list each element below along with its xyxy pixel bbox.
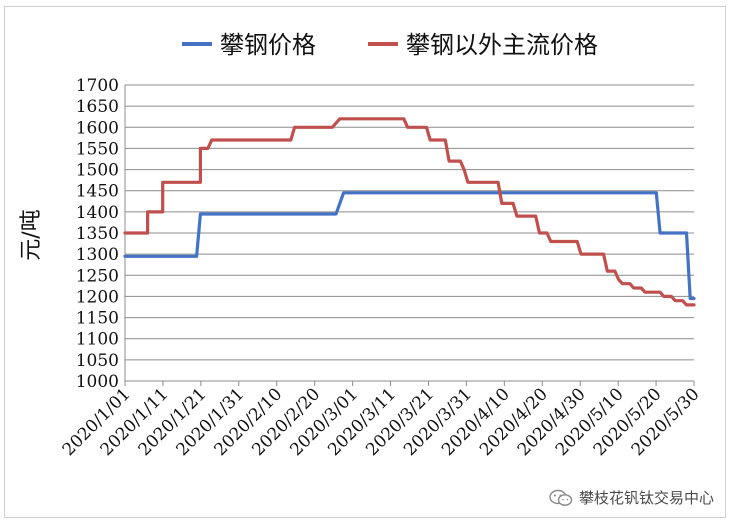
- y-tick-label: 1150: [76, 309, 119, 329]
- y-tick-label: 1500: [76, 161, 119, 181]
- wechat-icon: [549, 489, 573, 506]
- y-tick-label: 1600: [76, 118, 119, 138]
- y-tick-label: 1200: [76, 287, 119, 307]
- y-tick-label: 1550: [76, 139, 119, 159]
- legend: 攀钢价格 攀钢以外主流价格: [182, 31, 598, 59]
- legend-label: 攀钢价格: [220, 31, 316, 59]
- y-axis-label: 元/吨: [19, 209, 44, 260]
- legend-label: 攀钢以外主流价格: [406, 31, 598, 59]
- y-tick-label: 1100: [76, 330, 119, 350]
- series-line-1: [123, 191, 696, 301]
- watermark-text: 攀枝花钒钛交易中心: [578, 489, 714, 507]
- grid-layer: [125, 84, 694, 382]
- y-tick-label: 1700: [76, 76, 119, 96]
- series-layer: [123, 117, 696, 307]
- y-tick-label: 1350: [76, 224, 119, 244]
- y-tick-label: 1650: [76, 97, 119, 117]
- chart-frame: [4, 6, 726, 518]
- watermark: 攀枝花钒钛交易中心: [549, 487, 714, 508]
- y-tick-label: 1250: [76, 266, 119, 286]
- y-tick-label: 1050: [76, 351, 119, 371]
- y-tick-label: 1450: [76, 182, 119, 202]
- y-tick-label: 1300: [76, 245, 119, 265]
- series-line-2: [123, 117, 696, 307]
- y-tick-label: 1400: [76, 203, 119, 223]
- y-tick-label: 1000: [76, 372, 119, 392]
